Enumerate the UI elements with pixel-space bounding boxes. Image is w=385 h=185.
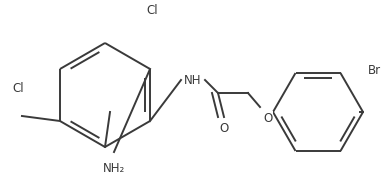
Text: O: O [263, 112, 273, 125]
Text: NH₂: NH₂ [103, 162, 125, 174]
Text: Cl: Cl [146, 4, 158, 16]
Text: Br: Br [367, 63, 380, 77]
Text: O: O [219, 122, 229, 134]
Text: Cl: Cl [12, 82, 24, 95]
Text: NH: NH [184, 73, 202, 87]
